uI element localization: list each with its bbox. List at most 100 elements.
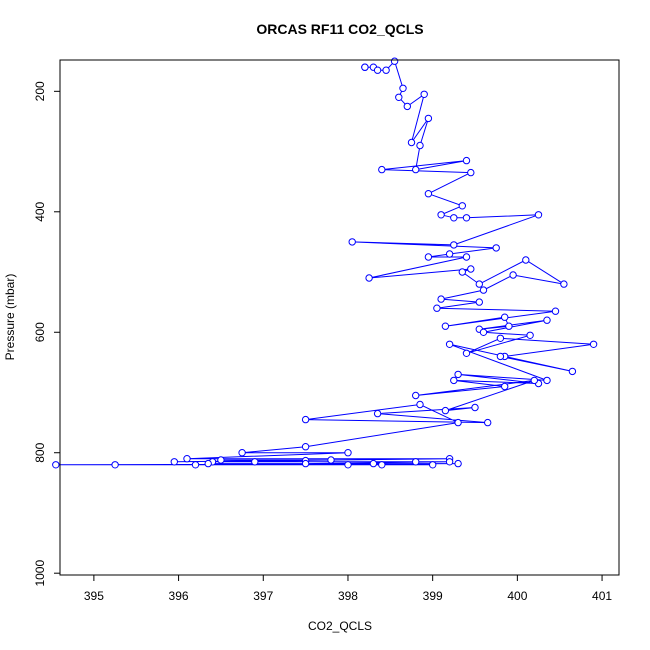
data-point xyxy=(467,265,475,273)
data-point xyxy=(378,165,386,174)
data-point xyxy=(424,253,433,261)
data-point xyxy=(462,349,471,357)
data-point xyxy=(462,156,471,165)
data-point xyxy=(420,90,428,99)
data-point xyxy=(501,313,509,321)
data-point xyxy=(238,449,246,457)
data-point xyxy=(378,461,386,469)
data-point xyxy=(403,102,411,111)
data-point xyxy=(458,268,466,276)
data-point xyxy=(450,376,458,385)
data-point xyxy=(412,165,420,174)
data-point xyxy=(522,256,530,264)
data-point xyxy=(433,304,441,312)
data-point xyxy=(348,238,356,246)
data-point xyxy=(373,409,382,418)
data-point xyxy=(301,415,310,424)
data-point xyxy=(327,456,335,464)
data-point xyxy=(52,461,60,469)
data-point xyxy=(429,461,437,469)
data-point xyxy=(462,253,471,261)
data-point xyxy=(416,141,424,150)
data-point xyxy=(382,66,390,74)
x-tick-label: 400 xyxy=(507,589,527,603)
data-point xyxy=(424,190,433,198)
data-point xyxy=(437,211,445,219)
data-point xyxy=(462,214,471,222)
x-tick-label: 398 xyxy=(338,589,358,603)
data-point xyxy=(369,459,378,468)
x-tick-label: 395 xyxy=(84,589,104,603)
data-point xyxy=(407,138,416,147)
data-point xyxy=(170,458,179,466)
data-point xyxy=(454,418,462,427)
y-tick-label: 1000 xyxy=(33,560,47,587)
data-point xyxy=(560,280,568,288)
data-point xyxy=(454,370,462,379)
data-point xyxy=(191,461,200,469)
data-point xyxy=(475,298,483,306)
data-point xyxy=(445,458,454,466)
x-tick-label: 399 xyxy=(423,589,443,603)
data-point xyxy=(450,241,458,249)
data-point xyxy=(365,274,373,282)
data-point xyxy=(445,340,454,348)
data-point xyxy=(450,214,458,222)
data-point xyxy=(111,461,119,469)
plot-marks xyxy=(52,57,598,469)
data-point xyxy=(467,168,475,177)
data-point xyxy=(530,376,538,385)
data-point xyxy=(424,114,433,123)
data-point xyxy=(416,400,424,409)
data-point xyxy=(543,316,551,324)
data-point xyxy=(390,57,399,65)
data-point xyxy=(484,418,492,427)
y-tick-label: 200 xyxy=(33,81,47,101)
plot-frame xyxy=(59,59,620,576)
data-point xyxy=(568,367,577,376)
data-point xyxy=(251,458,259,466)
data-point xyxy=(204,459,212,468)
y-axis-label: Pressure (mbar) xyxy=(3,274,17,361)
data-point xyxy=(399,84,407,93)
data-point xyxy=(395,93,403,102)
data-point xyxy=(496,352,505,361)
data-point xyxy=(496,334,505,342)
data-point xyxy=(471,403,479,412)
data-point xyxy=(458,202,466,210)
data-point xyxy=(441,322,450,330)
x-tick-label: 397 xyxy=(253,589,273,603)
data-point xyxy=(344,461,352,469)
data-point xyxy=(543,376,551,385)
data-point xyxy=(301,459,310,468)
y-axis: 200 400 600 800 1000 xyxy=(33,81,60,587)
data-point xyxy=(301,443,310,451)
data-point xyxy=(361,63,369,71)
x-axis-label: CO2_QCLS xyxy=(308,619,372,633)
data-point xyxy=(534,211,543,219)
data-point xyxy=(505,322,513,330)
data-point xyxy=(344,449,352,457)
series-line xyxy=(55,60,594,466)
data-point xyxy=(445,250,454,258)
data-point xyxy=(479,328,488,336)
data-point xyxy=(589,340,598,348)
x-tick-label: 401 xyxy=(592,589,612,603)
data-point xyxy=(454,459,462,468)
data-point xyxy=(441,406,450,415)
data-point xyxy=(437,295,445,303)
data-point xyxy=(412,391,420,400)
data-point xyxy=(479,286,488,294)
x-tick-label: 396 xyxy=(169,589,189,603)
data-point xyxy=(501,382,509,391)
data-point xyxy=(526,331,534,339)
y-tick-label: 800 xyxy=(33,442,47,462)
data-point xyxy=(217,456,225,464)
data-point xyxy=(412,458,420,466)
data-point xyxy=(551,307,560,315)
data-point xyxy=(509,271,517,279)
data-point xyxy=(475,280,483,288)
data-point xyxy=(373,66,382,74)
chart-title: ORCAS RF11 CO2_QCLS xyxy=(256,21,423,37)
